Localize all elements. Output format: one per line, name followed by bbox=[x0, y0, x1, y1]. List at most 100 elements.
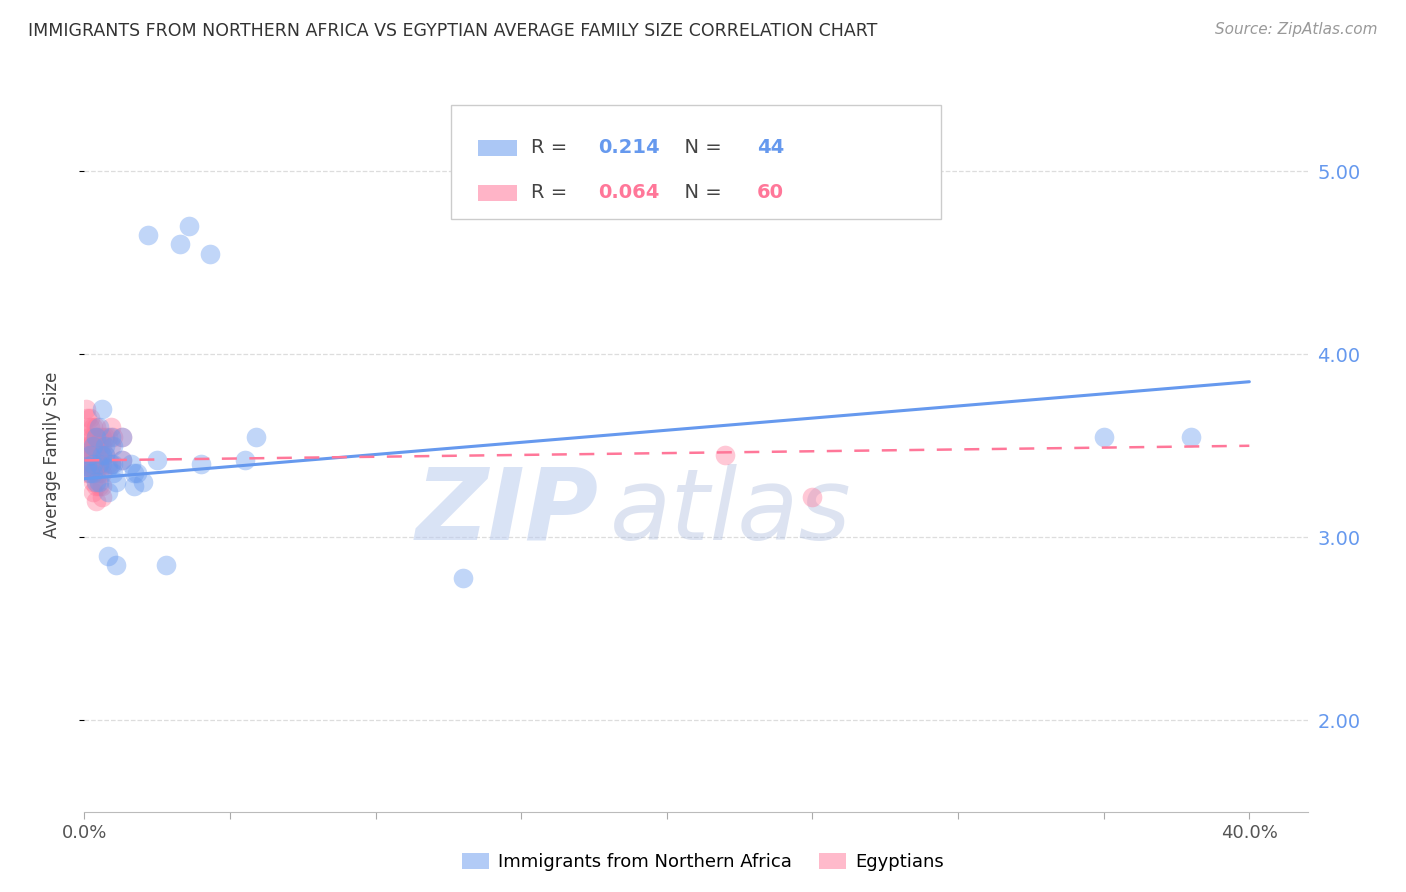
Point bbox=[93, 448, 117, 462]
Point bbox=[190, 457, 212, 471]
Point bbox=[84, 467, 107, 481]
Point bbox=[125, 467, 148, 481]
Point bbox=[79, 448, 101, 462]
Point bbox=[90, 490, 112, 504]
Text: R =: R = bbox=[531, 183, 574, 202]
Point bbox=[84, 479, 107, 493]
Point bbox=[93, 429, 117, 443]
Point bbox=[82, 420, 104, 434]
Point bbox=[90, 467, 112, 481]
Point bbox=[76, 453, 98, 467]
Point bbox=[76, 457, 98, 471]
Point bbox=[233, 453, 256, 467]
Point bbox=[155, 558, 177, 572]
Point bbox=[100, 429, 122, 443]
Point bbox=[198, 246, 221, 260]
Point bbox=[111, 429, 134, 443]
Point bbox=[87, 457, 110, 471]
Point bbox=[90, 457, 112, 471]
Point bbox=[76, 460, 98, 475]
Point bbox=[79, 457, 101, 471]
Point bbox=[122, 467, 145, 481]
Point bbox=[103, 429, 125, 443]
Point bbox=[82, 484, 104, 499]
Point bbox=[82, 442, 104, 457]
Point bbox=[1092, 429, 1115, 443]
Point bbox=[76, 458, 98, 473]
Point bbox=[100, 420, 122, 434]
Point bbox=[82, 457, 104, 471]
Point bbox=[103, 457, 125, 471]
Text: 0.064: 0.064 bbox=[598, 183, 659, 202]
Point bbox=[82, 475, 104, 490]
Point bbox=[138, 228, 160, 243]
Point bbox=[79, 460, 101, 475]
Point bbox=[76, 448, 98, 462]
Point bbox=[76, 429, 98, 443]
Point bbox=[84, 429, 107, 443]
Point bbox=[84, 429, 107, 443]
Point bbox=[120, 457, 142, 471]
Point bbox=[82, 457, 104, 471]
Legend: Immigrants from Northern Africa, Egyptians: Immigrants from Northern Africa, Egyptia… bbox=[454, 846, 952, 879]
Point bbox=[90, 439, 112, 453]
Point bbox=[84, 493, 107, 508]
Point bbox=[82, 467, 104, 481]
Point bbox=[82, 439, 104, 453]
FancyBboxPatch shape bbox=[451, 105, 941, 219]
Point bbox=[87, 457, 110, 471]
Point bbox=[105, 475, 128, 490]
Point bbox=[76, 439, 98, 453]
Text: N =: N = bbox=[672, 183, 727, 202]
Point bbox=[90, 448, 112, 462]
Point bbox=[90, 479, 112, 493]
Point bbox=[97, 549, 120, 563]
Point bbox=[97, 460, 120, 475]
Point bbox=[179, 219, 201, 234]
Point bbox=[87, 439, 110, 453]
Point bbox=[111, 453, 134, 467]
Text: N =: N = bbox=[672, 138, 727, 157]
Point bbox=[87, 467, 110, 481]
Point bbox=[103, 439, 125, 453]
Point bbox=[84, 420, 107, 434]
Point bbox=[76, 467, 98, 481]
Point bbox=[93, 439, 117, 453]
Text: Source: ZipAtlas.com: Source: ZipAtlas.com bbox=[1215, 22, 1378, 37]
Point bbox=[87, 448, 110, 462]
Text: ZIP: ZIP bbox=[415, 464, 598, 560]
Point bbox=[169, 237, 191, 252]
Point bbox=[82, 448, 104, 462]
Point bbox=[87, 420, 110, 434]
Point bbox=[100, 439, 122, 453]
Point bbox=[146, 453, 169, 467]
Point bbox=[93, 448, 117, 462]
Point bbox=[451, 570, 474, 584]
Point bbox=[122, 479, 145, 493]
Point bbox=[79, 420, 101, 434]
Text: IMMIGRANTS FROM NORTHERN AFRICA VS EGYPTIAN AVERAGE FAMILY SIZE CORRELATION CHAR: IMMIGRANTS FROM NORTHERN AFRICA VS EGYPT… bbox=[28, 22, 877, 40]
Point bbox=[87, 479, 110, 493]
Point bbox=[245, 429, 267, 443]
Point bbox=[87, 429, 110, 443]
Point bbox=[97, 484, 120, 499]
Point bbox=[84, 439, 107, 453]
Point bbox=[75, 402, 97, 417]
Point bbox=[100, 457, 122, 471]
Text: R =: R = bbox=[531, 138, 574, 157]
FancyBboxPatch shape bbox=[478, 186, 517, 201]
Point bbox=[84, 457, 107, 471]
Point bbox=[84, 460, 107, 475]
Point bbox=[105, 558, 128, 572]
Text: 0.214: 0.214 bbox=[598, 138, 659, 157]
Point bbox=[131, 475, 153, 490]
Point bbox=[111, 453, 134, 467]
Text: 44: 44 bbox=[758, 138, 785, 157]
Text: 60: 60 bbox=[758, 183, 785, 202]
Point bbox=[79, 467, 101, 481]
Point bbox=[84, 475, 107, 490]
Point bbox=[79, 467, 101, 481]
Point bbox=[87, 475, 110, 490]
Point bbox=[97, 429, 120, 443]
Point bbox=[801, 490, 824, 504]
